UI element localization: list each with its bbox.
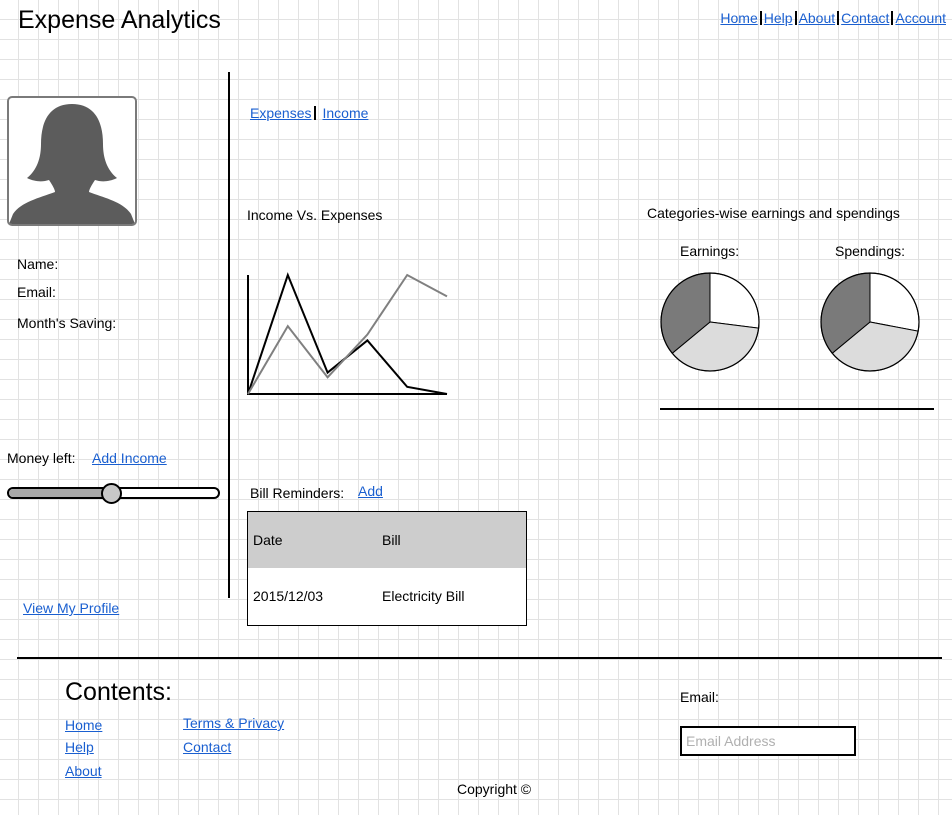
spendings-label: Spendings:: [835, 243, 906, 259]
table-row[interactable]: 2015/12/03 Electricity Bill: [248, 568, 526, 625]
column-header-date: Date: [253, 532, 283, 548]
income-vs-expenses-chart: [247, 272, 448, 395]
tab-separator: [314, 106, 317, 120]
bill-reminders-label: Bill Reminders:: [250, 485, 345, 501]
tab-income[interactable]: Income: [322, 105, 369, 121]
income-series-line: [247, 273, 448, 395]
month-saving-label: Month's Saving:: [17, 315, 117, 331]
column-divider: [228, 72, 230, 598]
pie-slice: [709, 272, 760, 329]
contents-title: Contents:: [65, 678, 173, 706]
categories-divider: [660, 408, 934, 410]
nav-separator: [759, 11, 762, 25]
money-left-slider-fill: [9, 489, 112, 497]
nav-help-link[interactable]: Help: [763, 10, 793, 26]
pie-outline: [820, 272, 920, 372]
nav-separator: [837, 11, 840, 25]
footer-email-input[interactable]: [680, 726, 856, 756]
money-left-label: Money left:: [7, 450, 76, 466]
female-user-silhouette-icon: [9, 104, 135, 224]
expenses-series-line: [247, 272, 448, 395]
earnings-label: Earnings:: [680, 243, 740, 259]
nav-separator: [891, 11, 894, 25]
nav-contact-link[interactable]: Contact: [841, 10, 890, 26]
add-income-link[interactable]: Add Income: [92, 450, 167, 466]
add-bill-link[interactable]: Add: [358, 483, 383, 499]
nav-about-link[interactable]: About: [798, 10, 836, 26]
tab-expenses[interactable]: Expenses: [250, 105, 312, 121]
tab-bar: Expenses Income: [250, 105, 368, 121]
nav-home-link[interactable]: Home: [720, 10, 758, 26]
categories-title: Categories-wise earnings and spendings: [647, 205, 900, 221]
table-header: Date Bill: [248, 512, 526, 568]
app-title: Expense Analytics: [18, 6, 221, 34]
footer-home-link[interactable]: Home: [65, 717, 103, 733]
avatar: [7, 96, 137, 226]
column-header-bill: Bill: [382, 532, 401, 548]
income-chart-title: Income Vs. Expenses: [247, 207, 383, 223]
footer-terms-privacy-link[interactable]: Terms & Privacy: [183, 715, 285, 731]
nav-separator: [794, 11, 797, 25]
view-profile-link[interactable]: View My Profile: [23, 600, 120, 616]
spendings-pie-chart: [820, 272, 920, 372]
bill-reminders-table: Date Bill 2015/12/03 Electricity Bill: [247, 511, 527, 626]
earnings-pie-chart: [660, 272, 760, 372]
pie-outline: [660, 272, 760, 372]
bill-date-cell: 2015/12/03: [253, 588, 324, 604]
pie-slice: [869, 272, 920, 332]
footer-divider: [17, 657, 942, 659]
nav-account-link[interactable]: Account: [895, 10, 946, 26]
footer-email-label: Email:: [680, 689, 719, 705]
name-label: Name:: [17, 256, 59, 272]
copyright-text: Copyright ©: [457, 781, 532, 797]
footer-help-link[interactable]: Help: [65, 739, 94, 755]
footer-about-link[interactable]: About: [65, 763, 102, 779]
top-nav: Home Help About Contact Account: [720, 10, 946, 26]
footer-contact-link[interactable]: Contact: [183, 739, 232, 755]
money-left-slider-thumb[interactable]: [101, 483, 123, 504]
bill-name-cell: Electricity Bill: [382, 588, 465, 604]
email-label: Email:: [17, 284, 56, 300]
